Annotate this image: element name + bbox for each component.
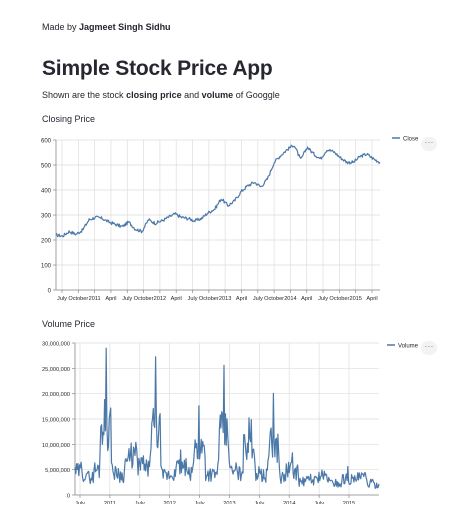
y-tick-label: 300 [41, 214, 52, 220]
legend-label: Close [403, 137, 419, 143]
x-tick-label: April [171, 296, 182, 302]
x-tick-label: July [253, 296, 263, 302]
x-tick-label: 2011 [89, 296, 101, 302]
y-tick-label: 15,000,000 [42, 418, 70, 424]
y-tick-label: 400 [41, 189, 52, 195]
series-line-volume [74, 347, 380, 489]
x-tick-label: July [314, 501, 324, 504]
y-tick-label: 20,000,000 [42, 392, 70, 398]
page-description: Shown are the stock closing price and vo… [42, 90, 280, 100]
series-line-close [55, 144, 381, 238]
x-tick-label: 2013 [219, 296, 231, 302]
x-tick-label: October [68, 296, 88, 302]
y-tick-label: 200 [41, 239, 52, 245]
x-tick-label: October [329, 296, 349, 302]
x-tick-label: April [366, 296, 377, 302]
x-tick-label: April [105, 296, 116, 302]
x-tick-label: July [195, 501, 205, 504]
chart-menu-button[interactable]: ··· [421, 137, 437, 151]
volume-price-label: Volume Price [42, 319, 96, 329]
x-tick-label: 2012 [163, 501, 175, 504]
x-tick-label: July [75, 501, 85, 504]
x-tick-label: 2012 [154, 296, 166, 302]
x-tick-label: July [122, 296, 132, 302]
x-tick-label: 2015 [349, 296, 361, 302]
y-tick-label: 25,000,000 [42, 367, 70, 373]
legend-label: Volume [398, 344, 419, 350]
y-tick-label: 5,000,000 [45, 468, 70, 474]
y-tick-label: 500 [41, 164, 52, 170]
page-title: Simple Stock Price App [42, 57, 273, 80]
y-tick-label: 10,000,000 [42, 443, 70, 449]
author-name: Jagmeet Singh Sidhu [79, 22, 171, 32]
x-tick-label: July [254, 501, 264, 504]
volume-chart-menu-button[interactable]: ··· [421, 341, 437, 355]
x-tick-label: April [236, 296, 247, 302]
y-tick-label: 0 [48, 289, 52, 295]
y-tick-label: 30,000,000 [42, 342, 70, 348]
x-tick-label: July [188, 296, 198, 302]
y-tick-label: 600 [41, 139, 52, 145]
made-by-text: Made by Jagmeet Singh Sidhu [42, 22, 171, 32]
x-tick-label: July [318, 296, 328, 302]
x-tick-label: October [264, 296, 284, 302]
x-tick-label: 2015 [343, 501, 355, 504]
y-tick-label: 0 [67, 494, 70, 500]
volume-chart: 0 5,000,000 10,000,000 15,000,000 20,000,000… [42, 342, 419, 505]
x-tick-label: 2011 [104, 501, 116, 504]
x-tick-label: July [57, 296, 67, 302]
x-tick-label: 2014 [284, 296, 296, 302]
x-tick-label: 2014 [283, 501, 295, 504]
x-tick-label: July [135, 501, 145, 504]
x-tick-label: April [301, 296, 312, 302]
x-tick-label: October [199, 296, 219, 302]
x-tick-label: October [134, 296, 154, 302]
y-tick-label: 100 [41, 264, 52, 270]
x-tick-label: 2013 [223, 501, 235, 504]
closing-price-label: Closing Price [42, 114, 96, 124]
